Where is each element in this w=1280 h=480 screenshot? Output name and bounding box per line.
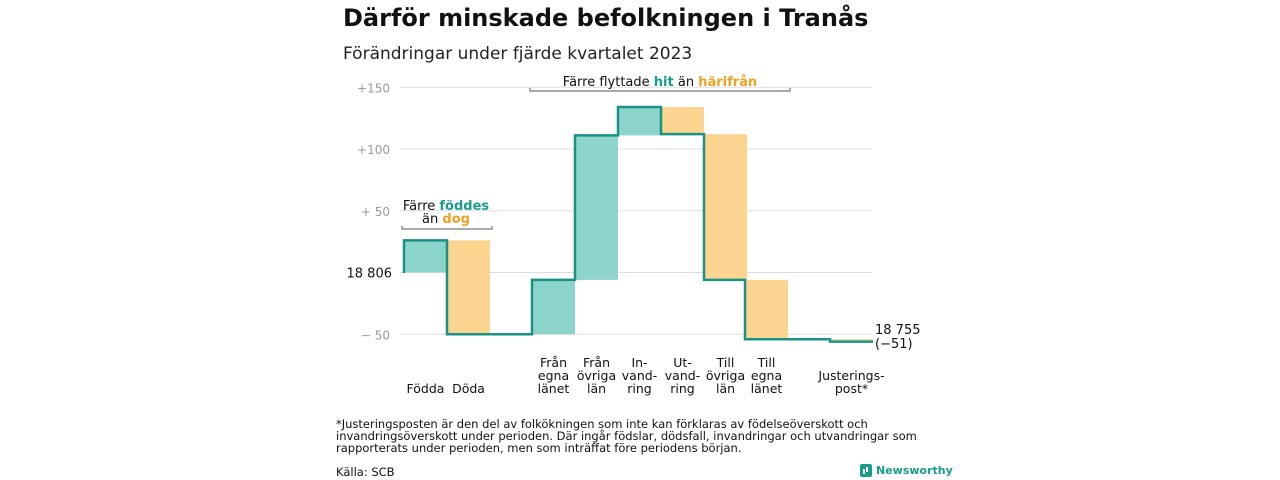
waterfall-bar (575, 135, 618, 280)
waterfall-bar (532, 279, 575, 335)
category-label: vand- (622, 368, 657, 383)
footnote: *Justeringsposten är den del av folkökni… (336, 417, 917, 455)
annotation-text: än (674, 75, 698, 90)
y-tick-label: +100 (357, 143, 390, 157)
category-label: Ut- (673, 355, 692, 370)
category-label: länet (751, 381, 783, 396)
y-tick-label: +150 (357, 81, 390, 95)
annotation-text: Färre flyttade (563, 75, 654, 90)
start-value-label: 18 806 (347, 267, 393, 282)
annotation-highlight-hit: hit (654, 75, 674, 90)
annotation-bracket-births (401, 226, 493, 230)
waterfall-bar (447, 240, 490, 335)
category-label: egna (751, 368, 782, 383)
category-label: egna (538, 368, 569, 383)
annotation-births-line2: än dog (422, 212, 470, 227)
category-label: Till (716, 355, 735, 370)
category-label: Från (540, 355, 567, 370)
category-label: In- (631, 355, 647, 370)
annotation-text: Färre (403, 199, 440, 214)
category-label: Justerings- (817, 368, 884, 383)
category-label: vand- (665, 368, 700, 383)
end-change-label: (−51) (875, 337, 913, 352)
brand-logo: Newsworthy (860, 464, 953, 477)
cumulative-step-line (402, 105, 873, 343)
category-label: län (716, 381, 735, 396)
category-label: post* (835, 381, 868, 396)
annotation-migration: Färre flyttade hit än härifrån (563, 75, 757, 90)
category-label: Födda (407, 381, 445, 396)
category-label: ring (670, 381, 694, 396)
category-label: Döda (452, 381, 485, 396)
annotation-highlight-deaths: dog (442, 212, 470, 227)
waterfall-bar (704, 134, 747, 280)
category-label: övriga (577, 368, 616, 383)
category-label: länet (538, 381, 570, 396)
y-tick-label: + 50 (361, 205, 390, 219)
category-label: ring (627, 381, 651, 396)
waterfall-bar (404, 240, 447, 273)
annotation-births-line1: Färre föddes (403, 199, 490, 214)
end-value-label: 18 755 (875, 323, 921, 338)
annotation-highlight-harifran: härifrån (698, 75, 757, 90)
category-label: övriga (706, 368, 745, 383)
annotation-text: än (422, 212, 442, 227)
brand-name: Newsworthy (876, 464, 953, 477)
annotation-highlight-births: föddes (439, 199, 489, 214)
category-label: län (587, 381, 606, 396)
source-note: Källa: SCB (336, 465, 395, 479)
waterfall-bar (661, 107, 704, 135)
chart-title: Därför minskade befolkningen i Tranås (343, 4, 869, 32)
waterfall-bar (745, 279, 788, 340)
chart-subtitle: Förändringar under fjärde kvartalet 2023 (343, 44, 693, 64)
annotation-bracket-migration (529, 88, 791, 92)
y-tick-label: − 50 (361, 328, 390, 342)
waterfall-bar (618, 107, 661, 136)
category-label: Från (583, 355, 610, 370)
category-label: Till (757, 355, 776, 370)
newsworthy-icon (860, 464, 872, 477)
